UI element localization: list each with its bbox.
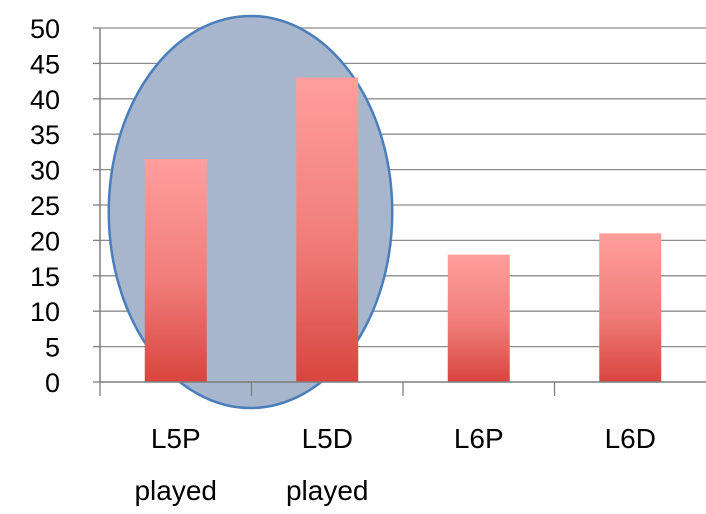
x-category-label: L6D [605, 423, 656, 454]
x-category-label: L5P played [134, 423, 217, 506]
y-tick-label: 0 [45, 368, 60, 398]
y-tick-label: 45 [30, 49, 60, 79]
bar-l6p [447, 254, 510, 382]
bars [144, 77, 662, 382]
y-tick-label: 10 [30, 297, 60, 327]
y-tick-label: 35 [30, 120, 60, 150]
x-category-label: L6P [454, 423, 504, 454]
x-category-label: L5D played [286, 423, 369, 506]
y-tick-label: 20 [30, 226, 60, 256]
y-tick-label: 25 [30, 191, 60, 221]
y-tick-label: 50 [30, 14, 60, 44]
bar-l6d [599, 233, 662, 382]
y-tick-label: 15 [30, 262, 60, 292]
labels: 0 5 10 15 20 25 30 35 40 45 50 L5P played L5D played L6… [30, 14, 656, 506]
y-tick-label: 30 [30, 156, 60, 186]
axes [93, 27, 706, 396]
y-tick-label: 40 [30, 85, 60, 115]
y-tick-label: 5 [45, 333, 60, 363]
bar-l5p-played [144, 158, 207, 382]
bar-l5d-played [296, 77, 359, 382]
